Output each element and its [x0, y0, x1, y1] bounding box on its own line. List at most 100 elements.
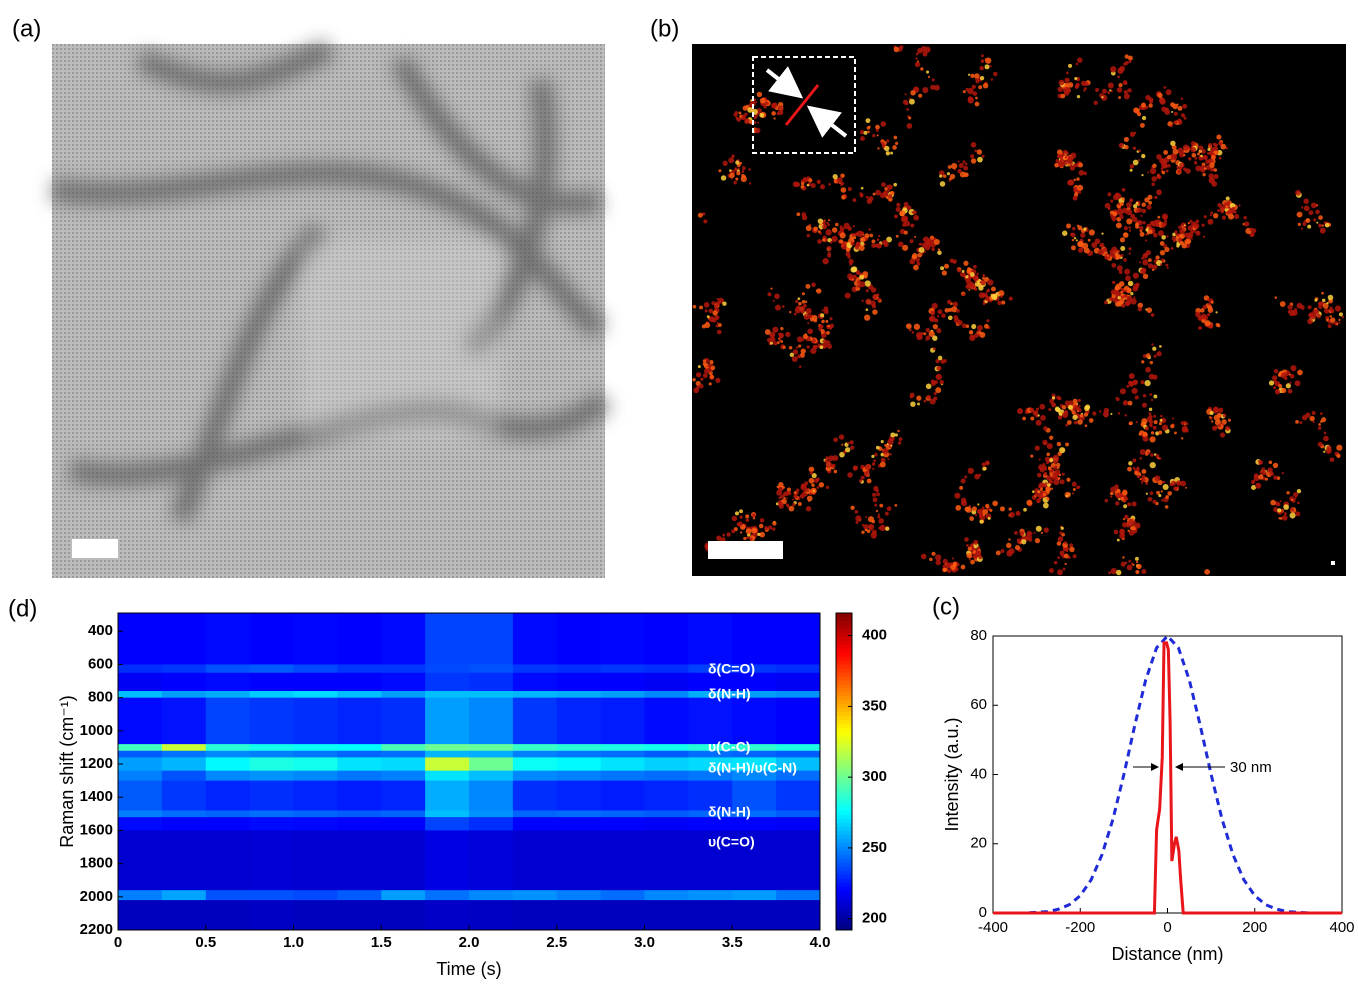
- speckle: [936, 365, 942, 371]
- heat-cell: [688, 810, 733, 818]
- speckle: [808, 178, 813, 183]
- speckle: [909, 239, 914, 244]
- heat-cell: [161, 757, 207, 772]
- speckle: [722, 301, 727, 306]
- colorbar-cell: [836, 755, 852, 761]
- speckle: [703, 368, 710, 374]
- speckle: [704, 322, 711, 329]
- heat-cell: [600, 744, 645, 752]
- speckle: [1135, 282, 1140, 287]
- heat-cell: [425, 664, 470, 674]
- speckle: [806, 183, 810, 187]
- heat-cell: [205, 672, 251, 692]
- speckle: [959, 485, 964, 490]
- heat-cell: [688, 744, 733, 752]
- speckle: [1180, 421, 1185, 426]
- speckle: [857, 284, 861, 288]
- speckle: [860, 193, 864, 196]
- speckle: [967, 546, 972, 551]
- speckle: [1279, 500, 1282, 503]
- speckle: [965, 275, 969, 279]
- speckle: [1216, 412, 1222, 418]
- speckle: [1171, 236, 1177, 241]
- speckle: [785, 497, 788, 500]
- speckle: [764, 329, 771, 335]
- speckle: [821, 309, 824, 312]
- speckle: [1070, 245, 1076, 251]
- speckle: [913, 214, 920, 221]
- speckle: [1174, 232, 1178, 235]
- heat-cell: [293, 664, 338, 674]
- speckle: [866, 529, 871, 534]
- speckle: [1006, 550, 1013, 557]
- speckle: [1164, 109, 1171, 115]
- x-tick-label: 2.5: [546, 934, 567, 951]
- heat-cell: [381, 613, 426, 665]
- speckle: [812, 489, 816, 492]
- speckle: [1072, 195, 1078, 201]
- speckle: [1075, 62, 1079, 66]
- speckle: [1132, 379, 1138, 386]
- speckle: [1107, 82, 1114, 89]
- speckle: [1076, 184, 1084, 191]
- speckle: [1261, 467, 1266, 472]
- speckle: [1293, 492, 1299, 498]
- speckle: [850, 445, 855, 450]
- speckle: [948, 179, 951, 182]
- speckle: [1167, 163, 1171, 168]
- speckle: [1176, 244, 1180, 248]
- heat-cell: [118, 890, 163, 901]
- speckle: [1195, 165, 1202, 172]
- speckle: [1128, 422, 1132, 426]
- speckle: [1210, 154, 1216, 161]
- speckle: [1142, 354, 1147, 359]
- speckle: [1151, 343, 1154, 346]
- speckle: [1141, 208, 1147, 214]
- speckle: [1107, 91, 1111, 94]
- colorbar-cell: [836, 759, 852, 765]
- speckle: [1126, 202, 1132, 208]
- speckle: [1077, 57, 1083, 63]
- speckle: [1147, 171, 1150, 174]
- speckle: [1153, 420, 1158, 425]
- speckle: [753, 98, 757, 102]
- speckle: [1139, 457, 1143, 460]
- speckle: [884, 443, 887, 447]
- speckle: [1180, 97, 1184, 100]
- heat-cell: [644, 817, 689, 831]
- colorbar-tick-label: 400: [862, 627, 887, 644]
- speckle: [991, 293, 997, 300]
- heat-cell: [644, 697, 689, 745]
- speckle: [976, 272, 979, 276]
- speckle: [944, 308, 950, 313]
- speckle: [852, 233, 856, 237]
- speckle: [1218, 423, 1222, 427]
- speckle: [1146, 204, 1152, 210]
- speckle: [1057, 536, 1064, 542]
- speckle: [1197, 152, 1200, 156]
- speckle: [1040, 531, 1043, 535]
- speckle: [1178, 162, 1185, 168]
- speckle: [918, 247, 925, 253]
- speckle: [1173, 486, 1178, 491]
- speckle: [1053, 460, 1057, 464]
- heat-cell: [469, 900, 514, 931]
- heat-cell: [600, 757, 645, 772]
- speckle: [882, 448, 889, 455]
- speckle: [815, 289, 818, 292]
- speckle: [805, 506, 812, 512]
- speckle: [1059, 531, 1063, 535]
- heat-cell: [337, 890, 382, 901]
- line-series: [993, 633, 1342, 915]
- heat-cell: [776, 890, 821, 901]
- speckle: [1047, 483, 1051, 487]
- speckle: [1320, 412, 1323, 416]
- speckle: [1120, 246, 1126, 251]
- speckle: [1127, 55, 1133, 61]
- speckle: [821, 319, 825, 324]
- speckle: [1203, 215, 1207, 219]
- speckle: [1050, 468, 1055, 473]
- heat-cell: [293, 817, 338, 831]
- speckle: [1053, 478, 1060, 486]
- speckle: [777, 332, 781, 335]
